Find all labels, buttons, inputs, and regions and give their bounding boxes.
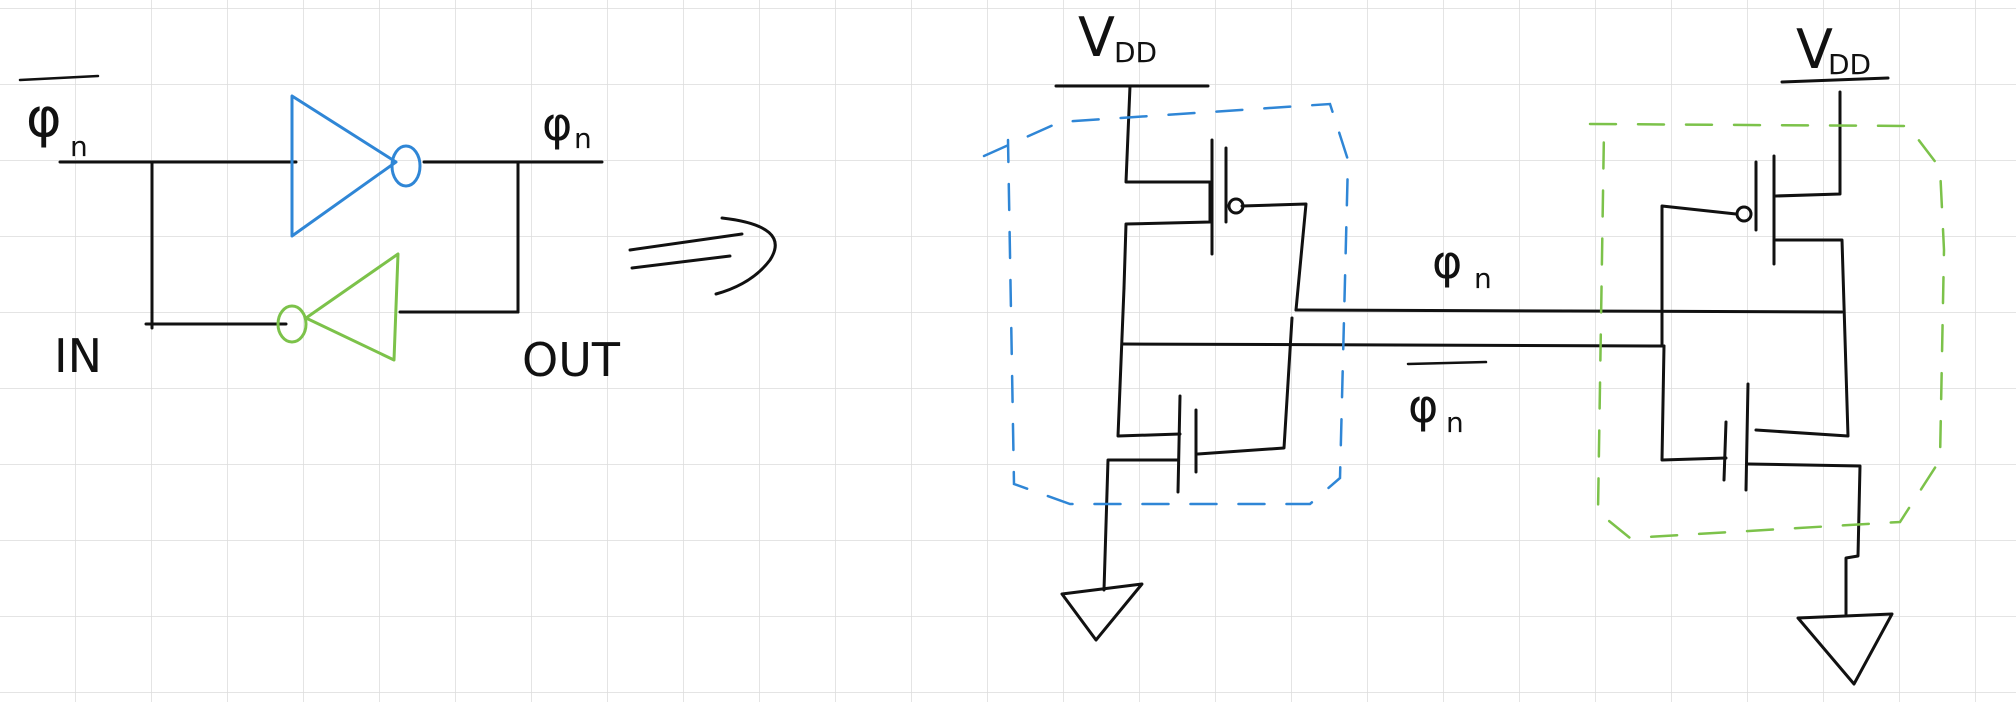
feedback-inverter-bubble xyxy=(276,304,308,344)
left-nmos-drain xyxy=(1196,316,1294,456)
input-phi-subscript: n xyxy=(70,130,88,163)
left-pmos-drain xyxy=(1240,202,1308,312)
blue-inverter-region xyxy=(982,102,1350,506)
lower-coupling-wire xyxy=(1120,342,1666,348)
output-phi-label: φ xyxy=(542,97,572,151)
in-label: IN xyxy=(54,329,102,383)
right-input-wire xyxy=(1660,344,1728,462)
left-ground xyxy=(1060,582,1144,642)
lower-node-subscript: n xyxy=(1446,406,1464,439)
upper-coupling-wire xyxy=(1294,308,1844,314)
forward-inverter-triangle xyxy=(290,94,398,238)
left-pmos-source-wire xyxy=(1122,84,1212,290)
output-phi-subscript: n xyxy=(574,122,592,155)
right-nmos-gate xyxy=(1722,420,1728,482)
right-nmos-source xyxy=(1746,462,1862,616)
upper-node-subscript: n xyxy=(1474,262,1492,295)
right-ground xyxy=(1796,612,1894,686)
left-input-wire xyxy=(1116,286,1182,438)
feedback-inverter-triangle xyxy=(304,252,400,362)
vdd-left-subscript: DD xyxy=(1114,36,1157,69)
right-pmos-drain xyxy=(1754,238,1850,438)
input-phi-label: φ xyxy=(26,86,62,149)
right-pmos-gate-wire xyxy=(1660,204,1738,348)
input-overbar xyxy=(18,74,100,82)
vdd-left-label: V xyxy=(1078,6,1115,69)
lower-node-phi: φ xyxy=(1408,379,1438,433)
vdd-right-rail xyxy=(1780,76,1890,84)
left-nmos-gate xyxy=(1176,394,1182,494)
out-label: OUT xyxy=(522,333,621,387)
lower-node-overbar xyxy=(1406,360,1488,366)
latch-symbol-diagram: φ n φ n IN OUT xyxy=(18,74,621,387)
forward-inverter-bubble xyxy=(390,144,422,188)
implies-arrow xyxy=(628,216,777,296)
vdd-right-label: V xyxy=(1796,18,1833,81)
transistor-latch-diagram: V DD φ n φ n V xyxy=(982,6,1946,686)
right-nmos-channel xyxy=(1744,382,1750,492)
left-nmos-source xyxy=(1102,458,1180,592)
upper-node-phi: φ xyxy=(1432,235,1462,289)
vdd-right-subscript: DD xyxy=(1828,48,1871,81)
green-inverter-region xyxy=(1588,122,1946,540)
